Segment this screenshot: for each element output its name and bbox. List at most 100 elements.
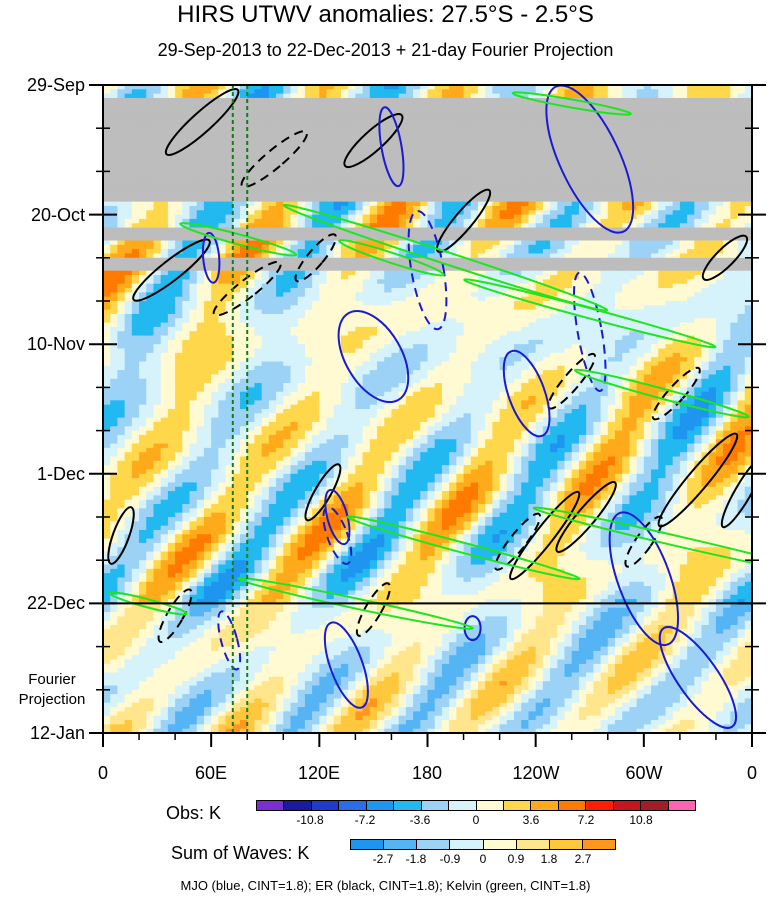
field-cell [218,253,227,259]
field-cell [103,184,111,190]
field-cell [167,257,176,263]
field-cell [586,154,594,160]
field-cell [110,97,119,103]
field-cell [160,89,169,95]
field-cell [362,227,371,233]
field-cell [160,128,169,134]
field-cell [658,136,667,142]
field-cell [146,244,155,250]
field-cell [240,106,248,112]
field-cell [629,97,638,103]
field-cell [139,205,147,211]
field-cell [211,253,219,259]
field-cell [182,167,191,172]
field-cell [297,318,306,324]
field-cell [254,193,263,198]
field-cell [701,171,710,177]
field-cell [679,188,688,194]
field-cell [160,223,169,229]
field-cell [535,158,544,164]
field-cell [506,218,515,224]
field-cell [550,236,558,242]
field-cell [499,85,508,90]
field-cell [449,244,457,250]
field-cell [658,115,667,121]
field-cell [247,205,256,211]
field-cell [110,249,119,255]
field-cell [333,231,342,237]
field-cell [413,184,421,190]
field-cell [247,231,256,237]
field-cell [658,236,667,242]
field-cell [355,288,364,293]
field-cell [297,283,306,289]
field-cell [117,218,126,224]
field-cell [506,102,515,108]
field-cell [268,171,277,177]
field-cell [225,218,234,224]
field-cell [470,313,479,319]
field-cell [333,296,342,302]
field-cell [225,85,234,90]
field-cell [225,141,234,147]
field-cell [189,275,198,280]
field-cell [744,132,752,138]
field-cell [521,236,530,242]
field-cell [211,240,219,246]
field-cell [622,214,631,220]
field-cell [175,201,183,207]
field-cell [211,296,219,302]
field-cell [413,279,421,285]
field-cell [636,305,645,311]
field-cell [730,218,739,224]
field-cell [290,305,299,311]
field-cell [571,214,580,220]
field-cell [701,102,710,108]
field-cell [578,128,587,134]
field-cell [485,102,493,108]
field-cell [679,89,688,95]
field-cell [340,128,349,134]
field-cell [492,167,501,172]
field-cell [506,210,515,216]
field-cell [413,210,421,216]
field-cell [355,106,364,112]
field-cell [268,292,277,298]
field-cell [240,102,248,108]
field-cell [614,154,623,160]
field-cell [189,301,198,306]
field-cell [276,279,284,285]
field-cell [737,93,746,99]
field-cell [708,89,717,95]
field-cell [283,89,292,95]
field-cell [427,154,436,160]
field-cell [203,97,212,103]
field-cell [744,123,752,129]
field-cell [499,115,508,121]
field-cell [687,210,695,216]
field-cell [708,119,717,125]
field-cell [658,162,667,168]
field-cell [377,301,385,306]
field-cell [514,313,522,319]
field-cell [485,110,493,116]
field-cell [268,93,277,99]
field-cell [694,231,703,237]
field-cell [485,292,493,298]
field-cell [232,322,241,328]
field-cell [167,145,176,151]
field-cell [232,145,241,151]
field-cell [535,283,544,289]
field-cell [477,201,486,207]
field-cell [622,305,631,311]
field-cell [283,257,292,263]
field-cell [189,270,198,276]
field-cell [485,309,493,315]
field-cell [420,162,429,168]
field-cell [463,110,472,116]
field-cell [492,205,501,211]
field-cell [463,253,472,259]
field-cell [261,275,270,280]
field-cell [550,188,558,194]
field-cell [665,205,674,211]
